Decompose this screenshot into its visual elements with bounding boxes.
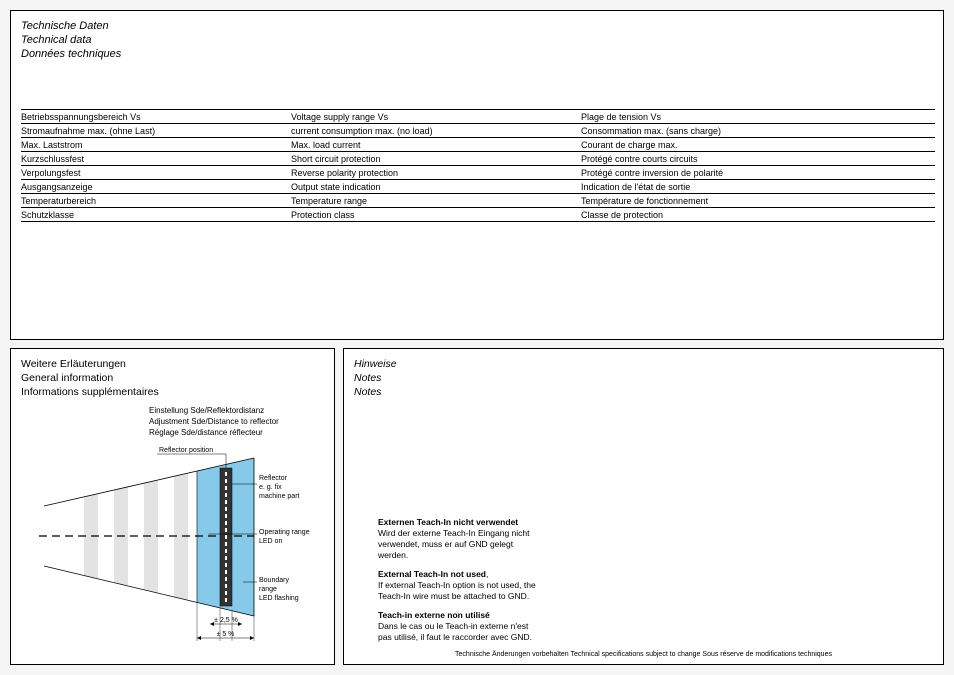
- ann3a: Boundary: [259, 576, 299, 585]
- svg-text:± 5 %: ± 5 %: [217, 631, 235, 638]
- note-b1a: Wird der externe Teach-In Eingang nicht: [378, 528, 530, 538]
- table-cell: Max. load current: [291, 138, 581, 152]
- ann1a: Reflector: [259, 474, 299, 483]
- note-block-en: External Teach-In not used, If external …: [378, 569, 608, 602]
- table-cell: current consumption max. (no load): [291, 124, 581, 138]
- note-h2b: ,: [486, 569, 488, 579]
- table-cell: Classe de protection: [581, 208, 935, 222]
- table-cell: Temperature range: [291, 194, 581, 208]
- dcap-fr: Réglage Sde/distance réflecteur: [149, 427, 279, 438]
- panel-notes: Hinweise Notes Notes Externen Teach-In n…: [343, 348, 944, 665]
- table-cell: Kurzschlussfest: [21, 152, 291, 166]
- note-h3: Teach-in externe non utilisé: [378, 610, 490, 620]
- table-cell: Max. Laststrom: [21, 138, 291, 152]
- footer: Technische Änderungen vorbehalten Techni…: [344, 651, 943, 658]
- tech-data-table: Betriebsspannungsbereich VsVoltage suppl…: [21, 109, 935, 222]
- note-h2a: External Teach-In not used: [378, 569, 486, 579]
- ann1b: e. g. fix: [259, 483, 299, 492]
- table-cell: Stromaufnahme max. (ohne Last): [21, 124, 291, 138]
- table-cell: Voltage supply range Vs: [291, 110, 581, 124]
- annot-boundary-range: Boundary range LED flashing: [259, 576, 299, 603]
- gi-de: Weitere Erläuterungen: [21, 357, 159, 371]
- note-b3b: pas utilisé, il faut le raccorder avec G…: [378, 632, 532, 642]
- dcap-en: Adjustment Sde/Distance to reflector: [149, 416, 279, 427]
- table-row: AusgangsanzeigeOutput state indicationIn…: [21, 180, 935, 194]
- table-cell: Plage de tension Vs: [581, 110, 935, 124]
- annot-operating-range: Operating range LED on: [259, 528, 310, 546]
- table-cell: Schutzklasse: [21, 208, 291, 222]
- table-cell: Protégé contre inversion de polarité: [581, 166, 935, 180]
- table-cell: Consommation max. (sans charge): [581, 124, 935, 138]
- panel-top-titles: Technische Daten Technical data Données …: [21, 19, 121, 61]
- table-row: Stromaufnahme max. (ohne Last)current co…: [21, 124, 935, 138]
- table-cell: Température de fonctionnement: [581, 194, 935, 208]
- table-row: KurzschlussfestShort circuit protectionP…: [21, 152, 935, 166]
- note-block-fr: Teach-in externe non utilisé Dans le cas…: [378, 610, 608, 643]
- note-b1b: verwendet, muss er auf GND gelegt: [378, 539, 513, 549]
- note-block-de: Externen Teach-In nicht verwendet Wird d…: [378, 517, 608, 561]
- note-b2b: Teach-In wire must be attached to GND.: [378, 591, 529, 601]
- table-cell: Indication de l'état de sortie: [581, 180, 935, 194]
- ann1c: machine part: [259, 492, 299, 501]
- annot-reflector: Reflector e. g. fix machine part: [259, 474, 299, 501]
- note-b3a: Dans le cas ou le Teach-in externe n'est: [378, 621, 528, 631]
- note-b1c: werden.: [378, 550, 408, 560]
- gi-fr: Informations supplémentaires: [21, 385, 159, 399]
- table-row: VerpolungsfestReverse polarity protectio…: [21, 166, 935, 180]
- ann3c: LED flashing: [259, 594, 299, 603]
- panel-general-info: Weitere Erläuterungen General informatio…: [10, 348, 335, 665]
- notes-fr: Notes: [354, 385, 397, 399]
- notes-en: Notes: [354, 371, 397, 385]
- table-cell: Ausgangsanzeige: [21, 180, 291, 194]
- panel-technical-data: Technische Daten Technical data Données …: [10, 10, 944, 340]
- title-en: Technical data: [21, 33, 121, 47]
- note-h1: Externen Teach-In nicht verwendet: [378, 517, 518, 527]
- table-cell: Courant de charge max.: [581, 138, 935, 152]
- ann2a: Operating range: [259, 528, 310, 537]
- table-cell: Protégé contre courts circuits: [581, 152, 935, 166]
- table-row: Max. LaststromMax. load currentCourant d…: [21, 138, 935, 152]
- table-row: Betriebsspannungsbereich VsVoltage suppl…: [21, 110, 935, 124]
- notes-titles: Hinweise Notes Notes: [354, 357, 397, 399]
- diagram-captions: Einstellung Sde/Reflektordistanz Adjustm…: [149, 405, 279, 438]
- table-cell: Protection class: [291, 208, 581, 222]
- notes-de: Hinweise: [354, 357, 397, 371]
- ann2b: LED on: [259, 537, 310, 546]
- table-cell: Output state indication: [291, 180, 581, 194]
- table-cell: Temperaturbereich: [21, 194, 291, 208]
- table-row: SchutzklasseProtection classClasse de pr…: [21, 208, 935, 222]
- title-de: Technische Daten: [21, 19, 121, 33]
- ann3b: range: [259, 585, 299, 594]
- gi-titles: Weitere Erläuterungen General informatio…: [21, 357, 159, 399]
- note-b2a: If external Teach-In option is not used,…: [378, 580, 536, 590]
- table-cell: Reverse polarity protection: [291, 166, 581, 180]
- diagram: ± 2,5 % ± 5 % Reflector position Reflecto…: [29, 446, 319, 656]
- table-cell: Short circuit protection: [291, 152, 581, 166]
- title-fr: Données techniques: [21, 47, 121, 61]
- gi-en: General information: [21, 371, 159, 385]
- annot-reflector-position: Reflector position: [159, 446, 213, 455]
- notes-body: Externen Teach-In nicht verwendet Wird d…: [378, 517, 608, 651]
- table-cell: Verpolungsfest: [21, 166, 291, 180]
- svg-text:± 2,5 %: ± 2,5 %: [214, 617, 238, 624]
- table-cell: Betriebsspannungsbereich Vs: [21, 110, 291, 124]
- dcap-de: Einstellung Sde/Reflektordistanz: [149, 405, 279, 416]
- table-row: TemperaturbereichTemperature rangeTempér…: [21, 194, 935, 208]
